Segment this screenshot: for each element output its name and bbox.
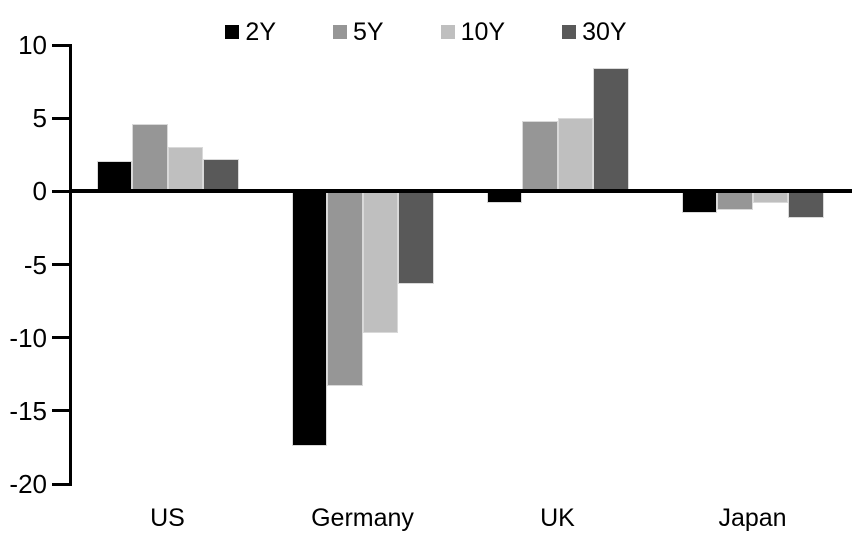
zero-baseline <box>70 189 852 194</box>
x-axis-category-label: Germany <box>311 504 414 532</box>
x-axis-category-label: UK <box>540 504 575 532</box>
bar-us-10y <box>167 147 203 192</box>
y-axis-tick-label: 5 <box>32 103 47 134</box>
bar-uk-5y <box>522 121 558 192</box>
y-tick-mark <box>52 336 70 340</box>
legend-swatch-icon <box>440 25 455 39</box>
y-tick-mark <box>52 43 70 47</box>
x-axis-category-label: Japan <box>718 504 787 532</box>
legend-label: 2Y <box>245 18 277 46</box>
y-tick-mark <box>52 482 70 486</box>
legend-swatch-icon <box>562 25 577 39</box>
y-axis-tick-label: 0 <box>32 176 47 207</box>
bar-japan-30y <box>788 191 824 218</box>
y-axis-tick-label: -15 <box>9 395 47 426</box>
bar-germany-5y <box>327 191 363 386</box>
bar-germany-2y <box>291 191 327 446</box>
legend-item-5y: 5Y <box>333 17 384 47</box>
bar-us-2y <box>96 160 132 192</box>
legend-item-2y: 2Y <box>225 17 276 47</box>
bar-us-30y <box>203 159 239 192</box>
legend-label: 30Y <box>582 18 627 46</box>
bar-uk-10y <box>557 118 593 192</box>
y-axis-tick-label: -20 <box>9 469 47 499</box>
bar-japan-5y <box>717 191 753 211</box>
bar-germany-30y <box>398 191 434 284</box>
y-tick-mark <box>52 263 70 266</box>
x-axis-category-label: US <box>150 504 185 532</box>
y-tick-mark <box>52 189 70 193</box>
bar-us-5y <box>132 124 168 192</box>
bar-japan-2y <box>681 191 717 214</box>
legend-label: 10Y <box>460 18 506 46</box>
y-axis-tick-label: -5 <box>23 249 47 280</box>
legend-label: 5Y <box>353 18 384 46</box>
y-axis-tick-label: -10 <box>9 322 47 353</box>
chart-legend: 2Y 5Y 10Y 30Y <box>0 16 852 48</box>
bar-germany-10y <box>362 191 398 334</box>
y-tick-mark <box>52 409 70 413</box>
y-axis-tick-label: 10 <box>18 30 47 60</box>
y-tick-mark <box>52 116 70 120</box>
legend-swatch-icon <box>225 25 240 39</box>
legend-swatch-icon <box>333 25 348 39</box>
legend-item-10y: 10Y <box>440 17 506 47</box>
legend-item-30y: 30Y <box>562 17 627 47</box>
y-axis-line <box>68 44 72 486</box>
bar-uk-30y <box>593 68 629 192</box>
